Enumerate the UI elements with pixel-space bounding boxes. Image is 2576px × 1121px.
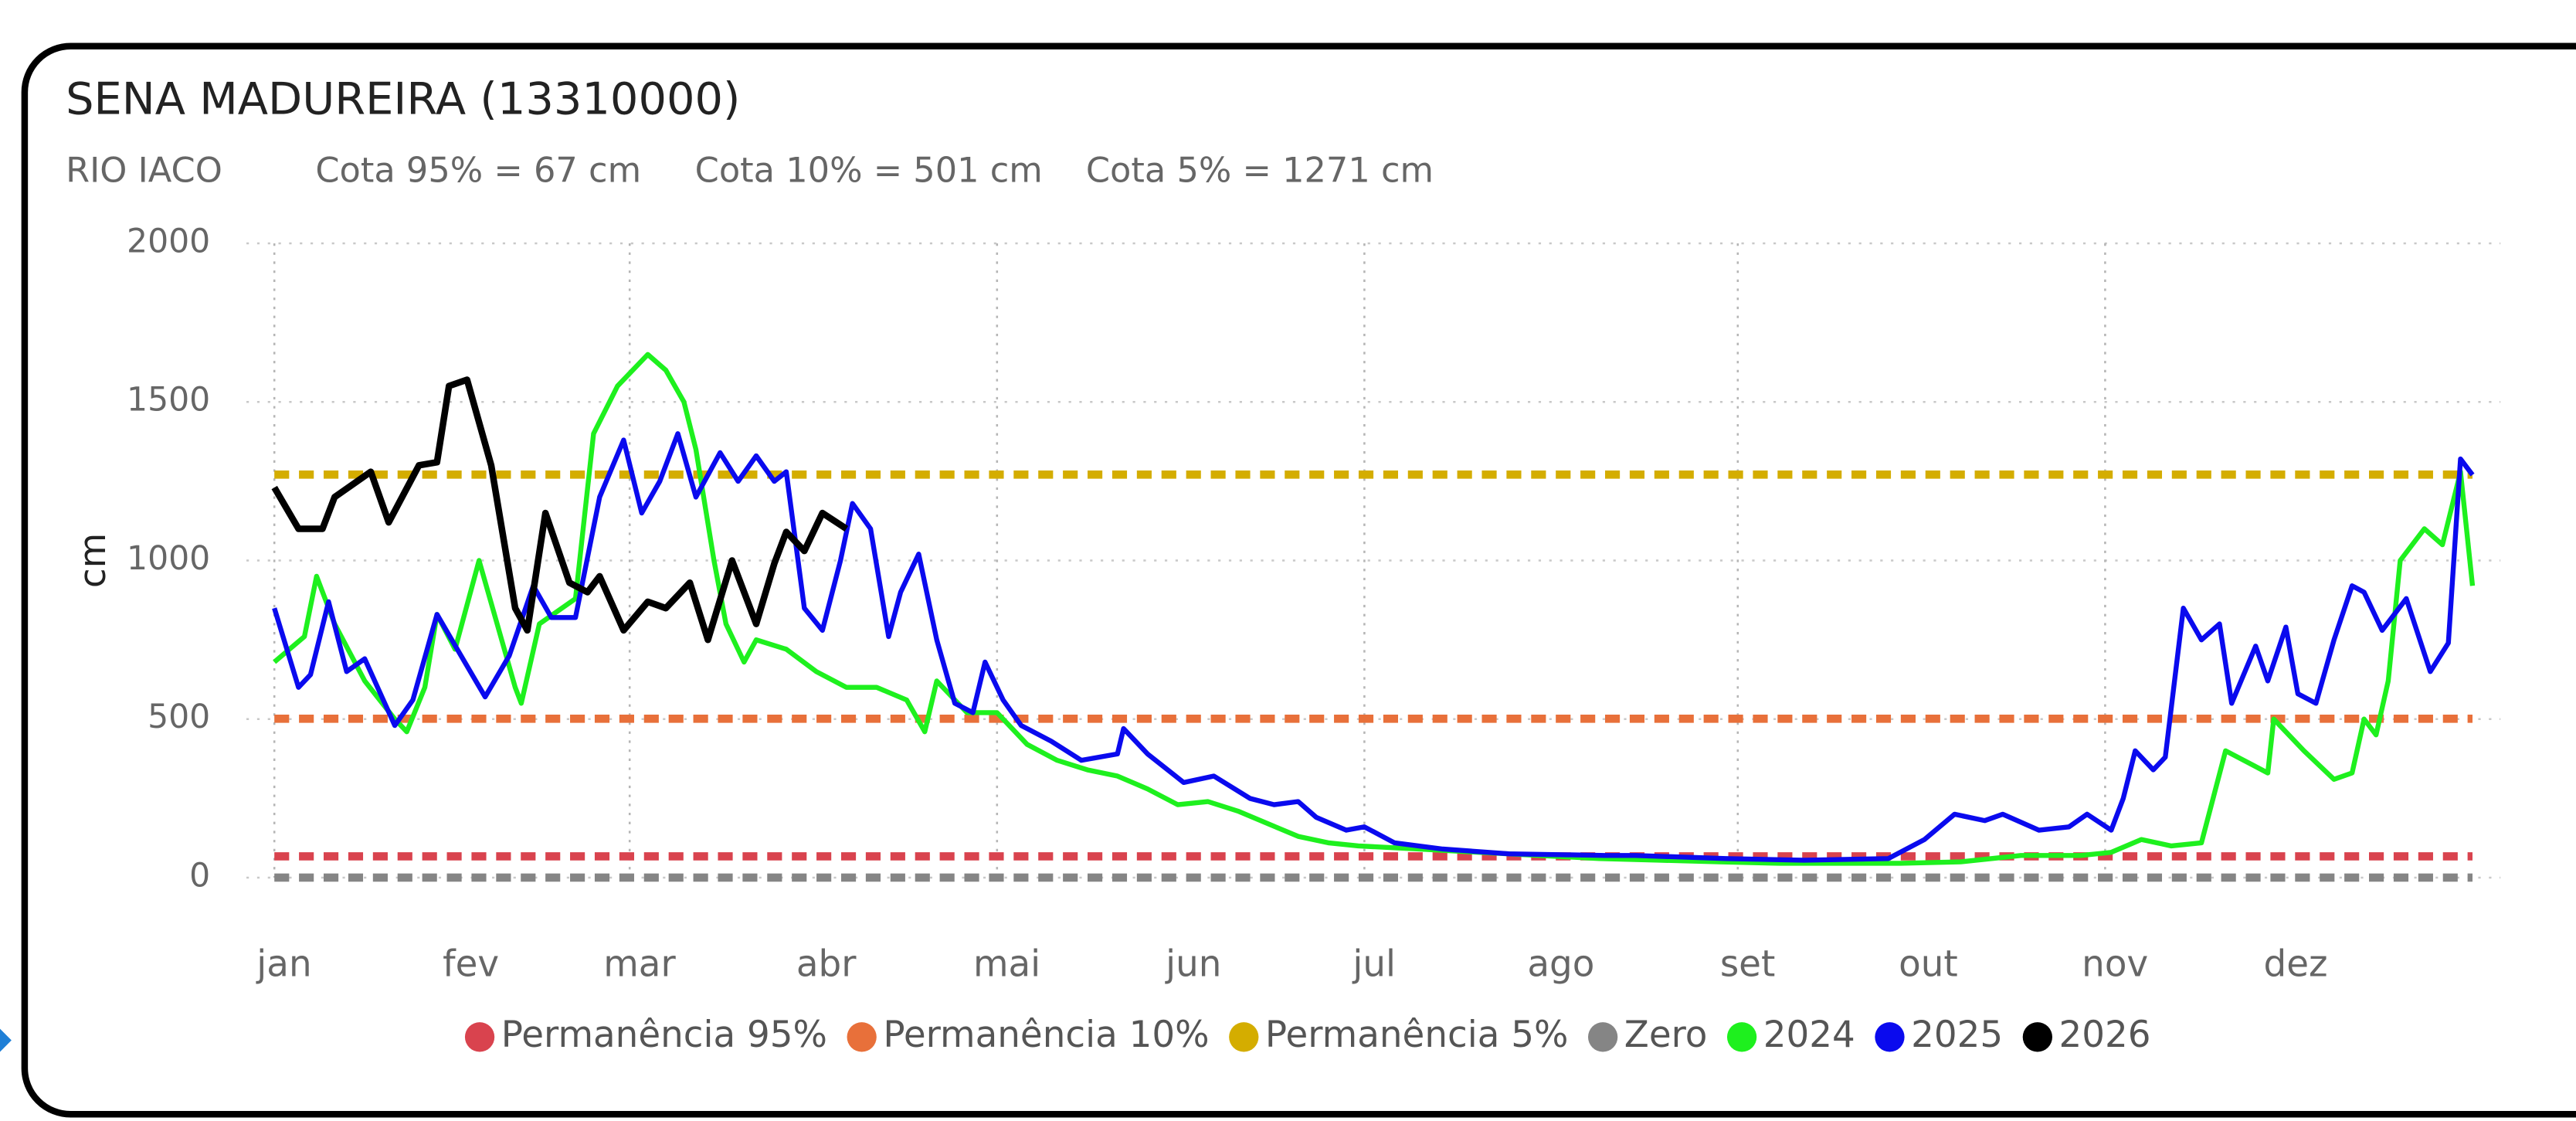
x-tick-label: dez bbox=[2264, 943, 2328, 985]
x-tick-label: ago bbox=[1527, 943, 1594, 985]
y-tick-label: 500 bbox=[148, 698, 210, 736]
legend-marker bbox=[464, 1022, 495, 1052]
series-line bbox=[272, 431, 2475, 863]
y-tick-label: 0 bbox=[189, 857, 210, 895]
x-tick-label: out bbox=[1899, 943, 1958, 985]
legend-label: Permanência 95% bbox=[501, 1014, 827, 1056]
subtitle: Cota 95% = 67 cm bbox=[315, 151, 641, 191]
x-tick-label: abr bbox=[796, 943, 857, 985]
legend-label: 2025 bbox=[1911, 1014, 2003, 1056]
subtitle: Cota 5% = 1271 cm bbox=[1086, 151, 1434, 191]
x-tick-label: mar bbox=[603, 943, 676, 985]
series-line bbox=[273, 352, 2476, 866]
y-tick-label: 1000 bbox=[127, 540, 210, 578]
legend-marker bbox=[2022, 1022, 2052, 1052]
subtitle: RIO IACO bbox=[66, 151, 222, 191]
y-axis-label: cm bbox=[73, 533, 114, 588]
x-tick-label: jun bbox=[1165, 943, 1221, 985]
x-tick-label: jul bbox=[1352, 943, 1396, 985]
x-tick-label: mai bbox=[973, 943, 1040, 985]
x-tick-label: set bbox=[1720, 943, 1776, 985]
card bbox=[21, 42, 2576, 1118]
subtitle: Cota 10% = 501 cm bbox=[695, 151, 1043, 191]
legend-marker bbox=[1587, 1022, 1618, 1052]
legend-label: 2026 bbox=[2059, 1014, 2151, 1056]
x-tick-label: jan bbox=[256, 943, 311, 985]
legend-marker bbox=[847, 1022, 877, 1052]
legend-label: 2024 bbox=[1763, 1014, 1855, 1056]
legend-marker bbox=[1875, 1022, 1905, 1052]
series-line bbox=[271, 376, 849, 644]
x-tick-label: fev bbox=[443, 943, 499, 985]
arrow-icon bbox=[0, 1028, 12, 1052]
y-tick-label: 2000 bbox=[127, 223, 210, 261]
x-tick-label: nov bbox=[2082, 943, 2148, 985]
y-tick-label: 1500 bbox=[127, 382, 210, 420]
legend-marker bbox=[1229, 1022, 1259, 1052]
legend-label: Permanência 5% bbox=[1265, 1014, 1569, 1056]
chart-title: SENA MADUREIRA (13310000) bbox=[66, 73, 740, 125]
legend-marker bbox=[1726, 1022, 1757, 1052]
legend-label: Permanência 10% bbox=[883, 1014, 1209, 1056]
legend-label: Zero bbox=[1624, 1014, 1708, 1056]
